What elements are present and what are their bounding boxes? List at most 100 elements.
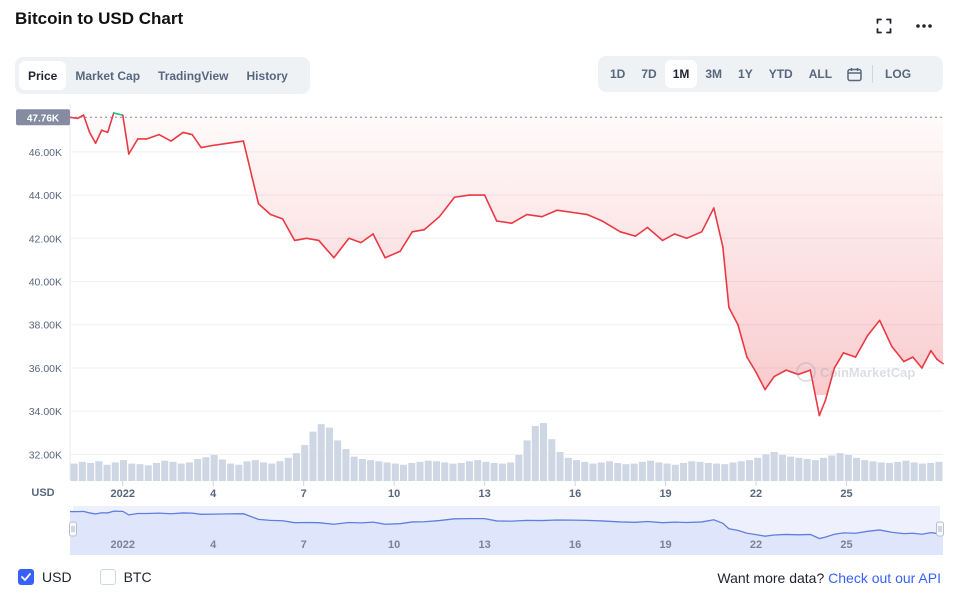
volume-bar [136,464,144,481]
volume-bar [111,462,119,481]
range-1d[interactable]: 1D [610,67,626,81]
price-line-segment [257,202,272,216]
price-line-segment [317,239,335,259]
price-line-segment [890,345,905,363]
volume-bar [671,464,679,481]
price-line-segment [158,133,172,142]
navigator-handle-left[interactable] [69,521,77,537]
range-ytd[interactable]: YTD [768,67,793,81]
price-line-segment [878,319,893,348]
price-line-segment [128,138,139,155]
calendar-icon[interactable] [840,60,868,88]
more-icon[interactable] [912,14,936,38]
navigator-tick-label: 10 [388,539,400,551]
price-line-segment [902,356,914,363]
price-line-segment [333,237,350,259]
price-line-segment [785,369,800,376]
price-line-segment [685,231,703,240]
tab-tradingview[interactable]: TradingView [158,68,229,83]
volume-bar [927,463,935,481]
volume-bar [441,462,449,481]
price-chart[interactable]: 46.00K 44.00K 42.00K 40.00K 38.00K 36.00K 34.0… [0,100,963,560]
price-line-segment [182,131,193,136]
range-all[interactable]: ALL [808,67,833,81]
volume-bar [523,440,531,481]
range-1y[interactable]: 1Y [738,67,753,81]
volume-bar [284,457,292,481]
price-line-segment [191,133,202,149]
price-line-segment [88,131,97,145]
volume-bar [803,458,811,481]
btc-checkbox[interactable] [99,569,116,585]
volume-bar [622,464,630,481]
price-line-segment [453,194,471,199]
volume-bar [556,452,564,481]
volume-bar [367,460,375,481]
price-line-segment [556,209,573,214]
y-tick-label: 34.00K [29,406,62,418]
price-line-segment [106,112,115,134]
volume-bar [120,460,128,481]
price-line-segment [170,131,184,142]
price-line-segment [764,375,775,391]
volume-bar [540,423,548,481]
price-line-segment [700,207,715,233]
volume-bar [408,463,416,481]
price-line-segment [634,226,649,237]
price-line-segment [348,237,362,244]
volume-bar [465,461,473,481]
volume-bar [161,460,169,481]
price-line-segment [242,140,260,205]
fullscreen-icon[interactable] [872,14,896,38]
volume-bar [144,465,152,481]
x-tick-label: 25 [840,488,852,500]
volume-bar [844,454,852,481]
volume-bar [638,461,646,481]
usd-checkbox[interactable] [18,569,34,585]
y-axis: 46.00K 44.00K 42.00K 40.00K 38.00K 36.00K 34.0… [16,109,70,461]
price-line-segment [619,231,637,237]
price-line-segment [212,142,230,147]
btc-label: BTC [123,569,152,585]
volume-bar [490,463,498,481]
price-line-segment [495,220,513,224]
volume-bar [836,453,844,481]
volume-bar [210,454,218,481]
tab-price[interactable]: Price [19,61,67,90]
navigator-handle-right[interactable] [936,521,944,537]
price-line-segment [82,114,91,134]
range-3m[interactable]: 3M [705,67,723,81]
price-line-segment [930,349,938,361]
volume-bar [754,457,762,481]
price-chart-svg: 46.00K 44.00K 42.00K 40.00K 38.00K 36.00K 34.0… [16,104,944,555]
volume-bar [383,462,391,481]
volume-bar [647,460,655,481]
price-line-segment [833,352,845,369]
tab-market-cap[interactable]: Market Cap [75,68,141,83]
volume-bar [795,457,803,481]
log-toggle[interactable]: LOG [885,67,912,81]
api-link[interactable]: Check out our API [828,570,941,586]
range-7d[interactable]: 7D [641,67,657,81]
tab-history[interactable]: History [246,68,288,83]
price-line-segment [305,237,320,242]
volume-bar [820,457,828,481]
volume-bar [894,461,902,481]
volume-bar [498,463,506,481]
volume-bar [78,461,86,481]
navigator-line [69,510,944,540]
range-1m[interactable]: 1M [664,60,698,88]
grid-lines [69,104,943,480]
price-line-segment [728,306,739,326]
price-line-segment [438,196,456,218]
volume-bar [853,457,861,481]
y-tick-label: 44.00K [29,190,62,202]
x-tick-label: 2022 [111,488,135,500]
price-line-segment [69,116,79,120]
price-line-segment [713,207,724,248]
volume-bar [391,463,399,481]
price-line-segment [755,371,766,391]
volume-bar [350,456,358,481]
y-tick-label: 38.00K [29,320,62,332]
volume-bar [243,461,251,481]
